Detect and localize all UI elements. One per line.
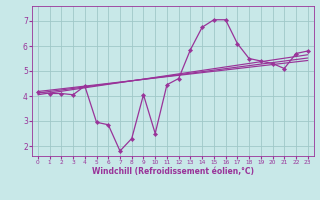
X-axis label: Windchill (Refroidissement éolien,°C): Windchill (Refroidissement éolien,°C) [92, 167, 254, 176]
